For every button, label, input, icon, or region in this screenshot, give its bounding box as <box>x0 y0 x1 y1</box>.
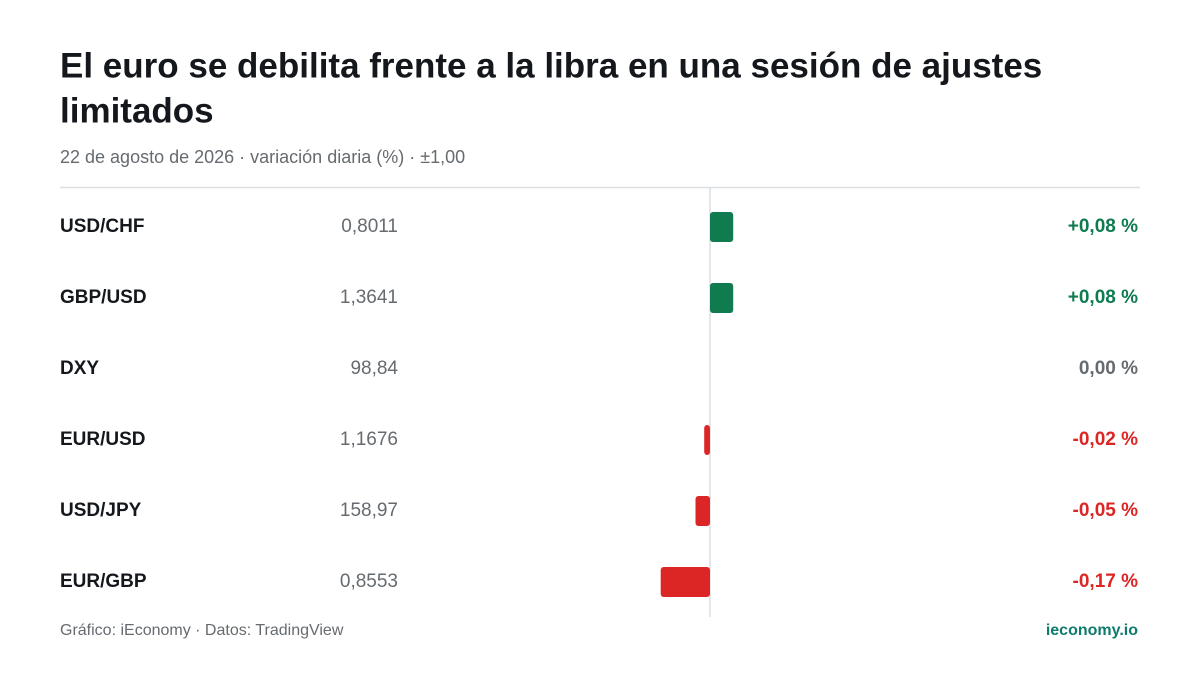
value-label: +0,08 % <box>1068 216 1138 237</box>
bar <box>704 425 710 455</box>
category-label: GBP/USD <box>60 287 147 308</box>
value-label: 0,00 % <box>1079 358 1138 379</box>
category-label: USD/JPY <box>60 500 142 521</box>
chart-title: El euro se debilita frente a la libra en… <box>60 46 1042 85</box>
category-label: USD/CHF <box>60 216 144 237</box>
price: 0,8011 <box>341 216 398 237</box>
value-label: +0,08 % <box>1068 287 1138 308</box>
source: Gráfico: iEconomy · Datos: TradingView <box>60 622 344 639</box>
bar <box>695 496 710 526</box>
price: 0,8553 <box>340 571 398 592</box>
price: 98,84 <box>350 358 398 379</box>
price: 1,3641 <box>340 287 398 308</box>
chart-title: limitados <box>60 91 214 130</box>
category-label: EUR/GBP <box>60 571 147 592</box>
bar <box>710 212 734 242</box>
price: 1,1676 <box>340 429 398 450</box>
price: 158,97 <box>340 500 398 521</box>
category-label: DXY <box>60 358 99 379</box>
brand: ieconomy.io <box>1046 622 1138 639</box>
value-label: -0,17 % <box>1073 571 1139 592</box>
value-label: -0,05 % <box>1073 500 1139 521</box>
bar <box>710 283 734 313</box>
chart-subtitle: 22 de agosto de 2026 · variación diaria … <box>60 147 465 167</box>
category-label: EUR/USD <box>60 429 146 450</box>
value-label: -0,02 % <box>1073 429 1139 450</box>
bar <box>660 567 710 597</box>
